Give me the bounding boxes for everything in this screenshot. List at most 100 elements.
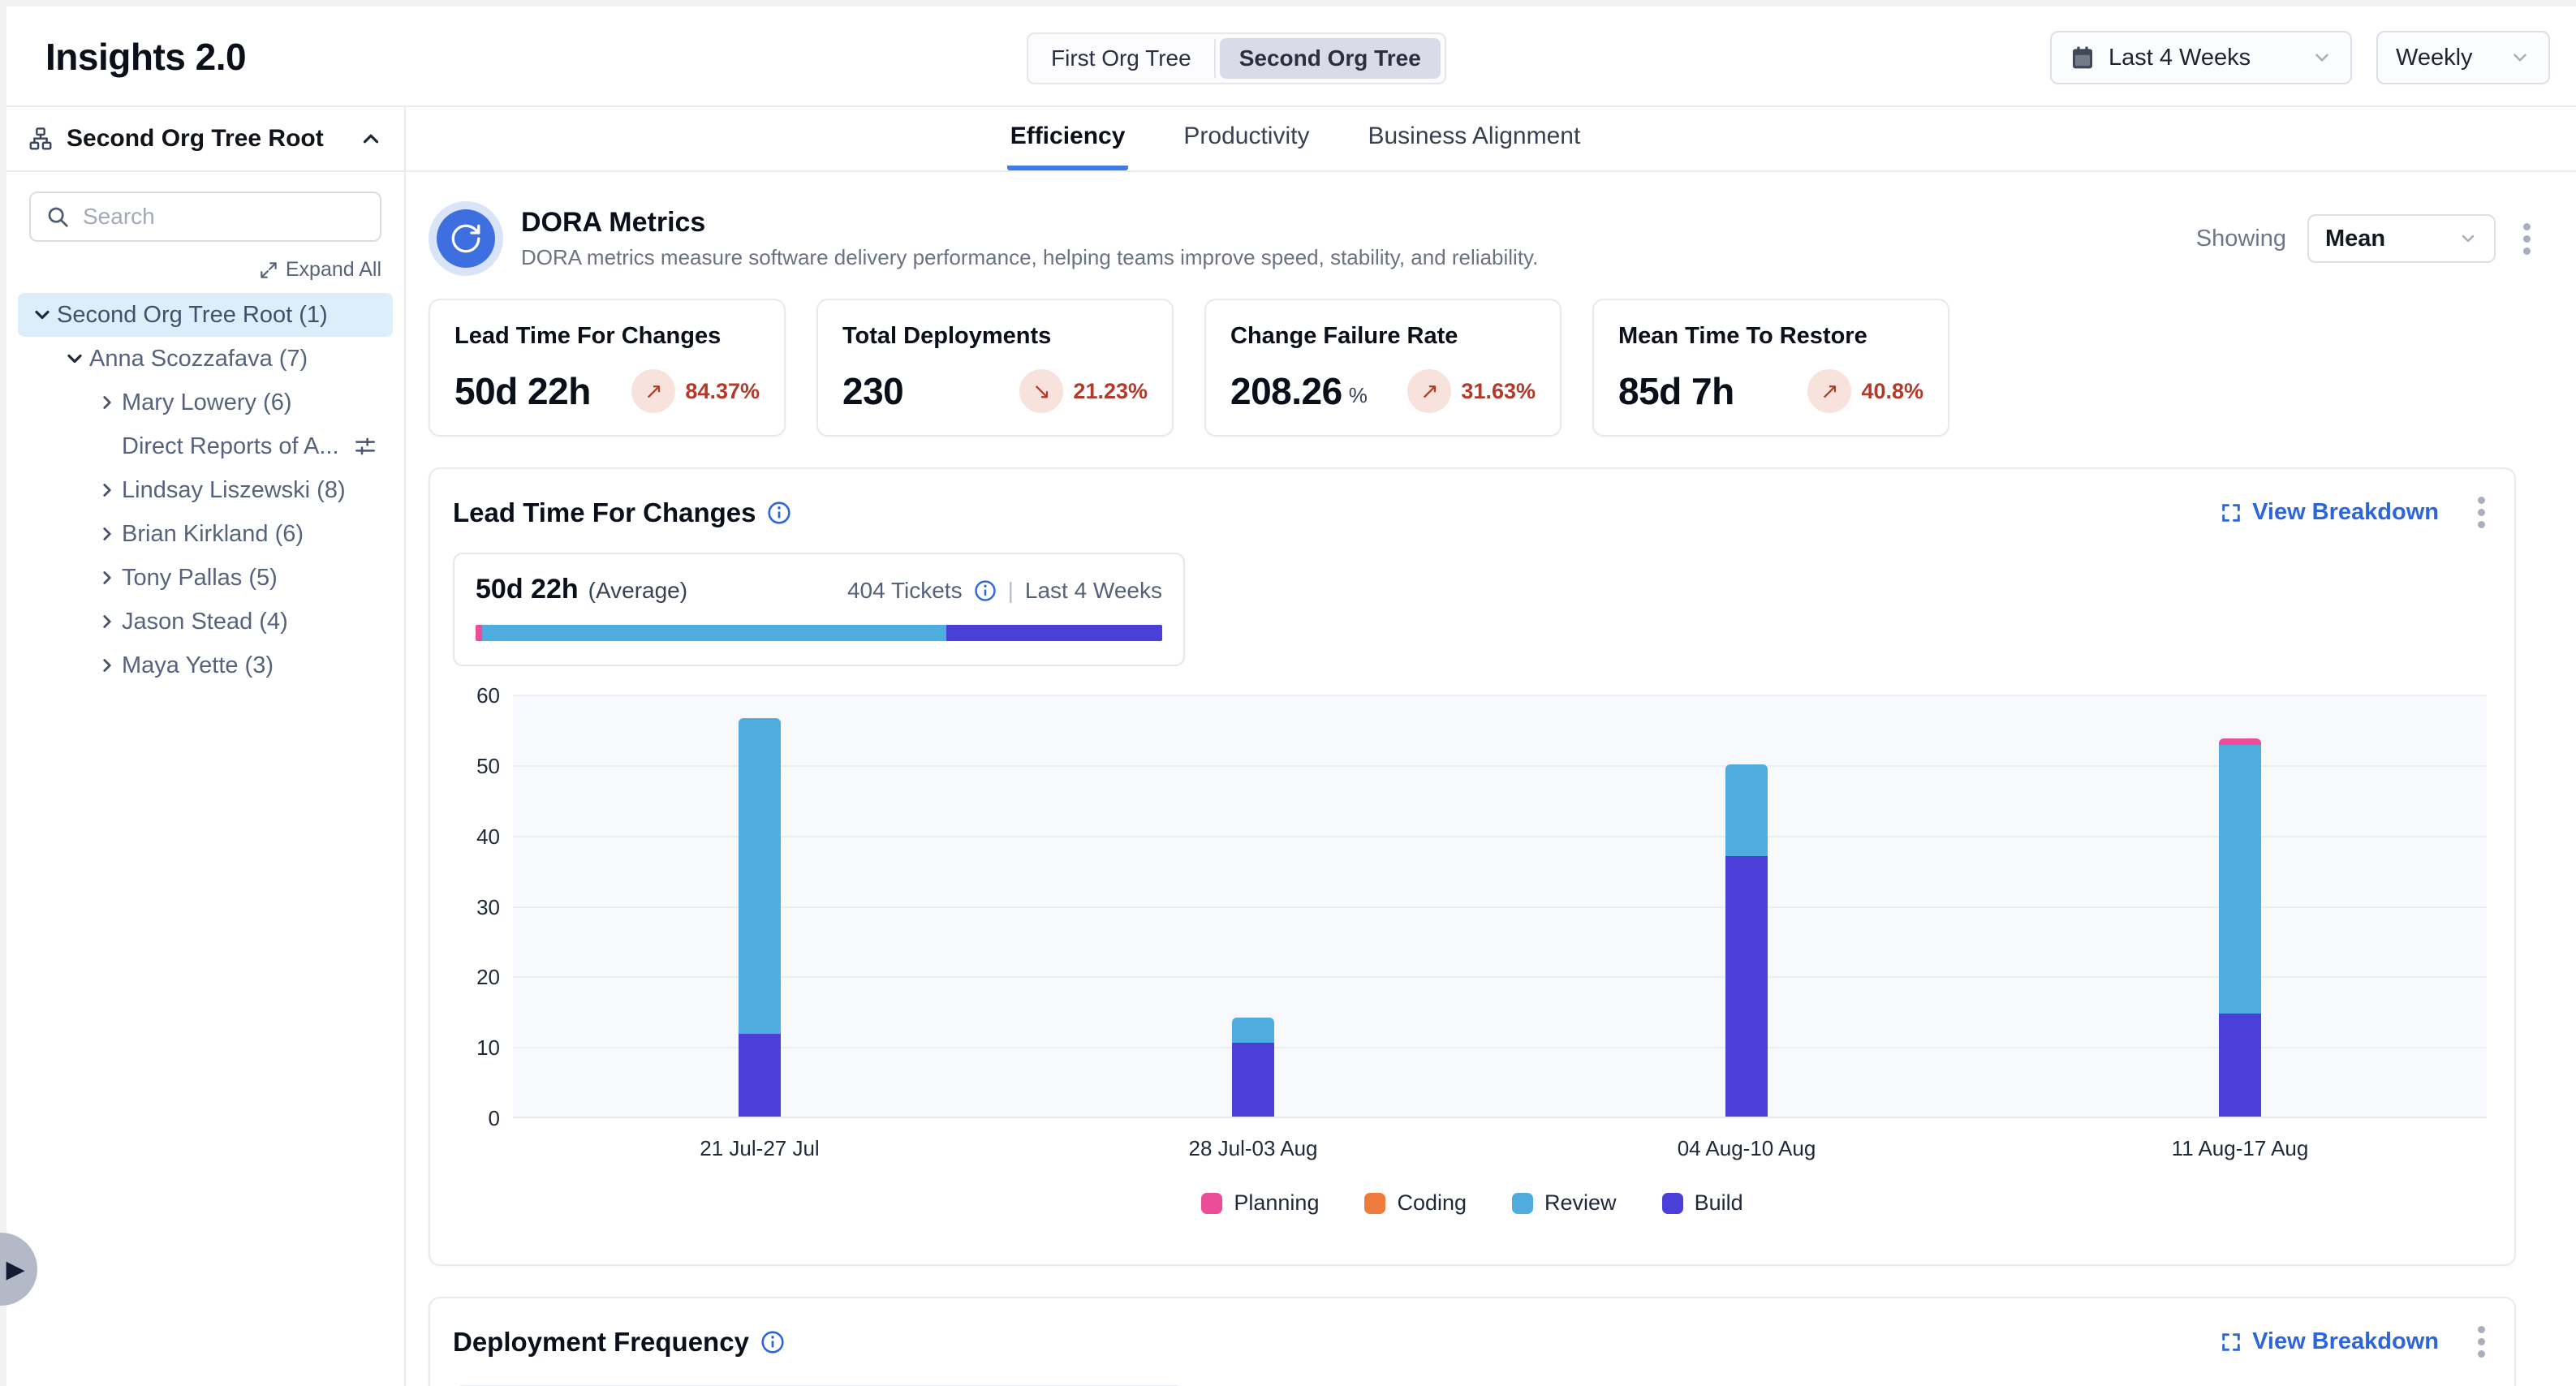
expand-all-label: Expand All	[285, 258, 381, 281]
bar-segment-review	[1725, 764, 1768, 856]
metric-card-total-deployments: Total Deployments 230 ↘ 21.23%	[816, 299, 1174, 437]
dora-title: DORA Metrics	[521, 207, 706, 238]
metric-card-mean-time-to-restore: Mean Time To Restore 85d 7h ↗ 40.8%	[1592, 299, 1949, 437]
y-tick-40: 40	[476, 824, 500, 849]
main-content: Efficiency Productivity Business Alignment…	[406, 107, 2576, 1386]
legend-label: Review	[1544, 1190, 1617, 1215]
legend-item-build[interactable]: Build	[1661, 1190, 1743, 1216]
chevron-right-icon[interactable]	[93, 392, 122, 413]
gridline-50	[513, 764, 2487, 767]
metric-value-row: 208.26% ↗ 31.63%	[1230, 369, 1536, 413]
date-range-select[interactable]: Last 4 Weeks	[2050, 31, 2352, 84]
info-icon[interactable]	[974, 579, 997, 602]
legend-item-coding[interactable]: Coding	[1364, 1190, 1467, 1216]
kebab-menu-icon[interactable]	[2517, 217, 2537, 261]
gridline-60	[513, 695, 2487, 696]
summary-tickets: 404 Tickets	[846, 578, 963, 603]
x-label-04-aug-10-aug: 04 Aug-10 Aug	[1677, 1136, 1816, 1160]
tree-item-direct-reports-of-a[interactable]: Direct Reports of A...	[18, 424, 393, 468]
metric-card-change-failure-rate: Change Failure Rate 208.26% ↗ 31.63%	[1204, 299, 1562, 437]
expand-all-icon	[258, 260, 279, 281]
dora-cycle-icon	[437, 209, 495, 268]
metric-trend-value: 40.8%	[1861, 378, 1923, 403]
stacked-bar-21-jul-27-jul[interactable]	[739, 718, 781, 1117]
tree-item-mary-lowery-6[interactable]: Mary Lowery (6)	[18, 381, 393, 424]
tree-item-label: Second Org Tree Root (1)	[57, 301, 328, 328]
chevron-right-icon[interactable]	[93, 611, 122, 632]
view-breakdown-button[interactable]: View Breakdown	[2220, 499, 2439, 526]
bar-segment-build	[739, 1034, 781, 1117]
gridline-30	[513, 906, 2487, 908]
granularity-select[interactable]: Weekly	[2376, 31, 2550, 84]
tab-efficiency[interactable]: Efficiency	[1006, 107, 1129, 170]
stacked-bar-28-jul-03-aug[interactable]	[1232, 1018, 1274, 1117]
tree-item-tony-pallas-5[interactable]: Tony Pallas (5)	[18, 556, 393, 600]
fullscreen-icon	[2220, 1331, 2242, 1354]
chevron-right-icon[interactable]	[93, 480, 122, 501]
sidebar-header: Second Org Tree Root	[6, 107, 404, 172]
metric-trend-badge: ↘ 21.23%	[1019, 369, 1148, 413]
expand-all-button[interactable]: Expand All	[29, 258, 381, 282]
app-window: Insights 2.0 First Org Tree Second Org Tr…	[6, 6, 2576, 1386]
y-tick-10: 10	[476, 1035, 500, 1061]
tree-item-label: Jason Stead (4)	[122, 608, 288, 635]
stacked-bar-04-aug-10-aug[interactable]	[1725, 764, 1768, 1117]
legend-swatch-review	[1512, 1192, 1534, 1214]
legend-label: Planning	[1234, 1190, 1320, 1215]
trend-down-icon: ↘	[1019, 369, 1064, 413]
info-icon[interactable]	[760, 1330, 785, 1354]
tree-item-label: Mary Lowery (6)	[122, 389, 292, 415]
metric-card-title: Total Deployments	[842, 323, 1052, 349]
triangle-right-icon: ▶	[6, 1255, 25, 1283]
search-input[interactable]	[81, 203, 377, 230]
phase-distribution-bar	[476, 625, 1162, 641]
chart-plot-area: 21 Jul-27 Jul 28 Jul-03 Aug 04 Aug-10 Aug 1…	[513, 695, 2487, 1160]
legend-item-planning[interactable]: Planning	[1201, 1190, 1319, 1216]
tree-item-lindsay-liszewski-8[interactable]: Lindsay Liszewski (8)	[18, 468, 393, 512]
search-box	[29, 192, 381, 242]
trend-up-icon: ↗	[1807, 369, 1852, 413]
tree-item-brian-kirkland-6[interactable]: Brian Kirkland (6)	[18, 512, 393, 556]
trend-up-icon: ↗	[631, 369, 676, 413]
tree-item-label: Direct Reports of A...	[122, 433, 339, 459]
y-tick-50: 50	[476, 753, 500, 778]
legend-swatch-planning	[1201, 1192, 1223, 1214]
tab-productivity[interactable]: Productivity	[1183, 123, 1310, 149]
chevron-right-icon[interactable]	[93, 567, 122, 588]
tab-business-alignment[interactable]: Business Alignment	[1368, 123, 1581, 149]
bar-segment-build	[1725, 855, 1768, 1117]
tree-item-maya-yette-3[interactable]: Maya Yette (3)	[18, 644, 393, 687]
dora-header: DORA Metrics DORA metrics measure softwa…	[429, 201, 2537, 276]
filter-sliders-icon[interactable]	[352, 433, 378, 459]
info-icon[interactable]	[767, 501, 791, 525]
stacked-bar-11-aug-17-aug[interactable]	[2219, 738, 2261, 1117]
tree-item-label: Lindsay Liszewski (8)	[122, 476, 346, 503]
tree-item-anna-scozzafava-7[interactable]: Anna Scozzafava (7)	[18, 337, 393, 381]
showing-select[interactable]: Mean	[2307, 214, 2496, 263]
kebab-menu-icon[interactable]	[2471, 1319, 2492, 1364]
org-tree-tab-first-org-tree[interactable]: First Org Tree	[1028, 34, 1214, 83]
tree-item-jason-stead-4[interactable]: Jason Stead (4)	[18, 600, 393, 644]
chevron-right-icon[interactable]	[93, 655, 122, 676]
metric-card-title: Change Failure Rate	[1230, 323, 1458, 349]
y-tick-60: 60	[476, 683, 500, 708]
lead-time-chart: 21 Jul-27 Jul 28 Jul-03 Aug 04 Aug-10 Aug 1…	[453, 683, 2492, 1182]
tree-item-label: Maya Yette (3)	[122, 652, 274, 678]
metric-unit: %	[1348, 382, 1368, 407]
org-tree-tab-second-org-tree[interactable]: Second Org Tree	[1219, 38, 1441, 79]
trend-up-icon: ↗	[1407, 369, 1452, 413]
chevron-right-icon[interactable]	[93, 523, 122, 544]
kebab-menu-icon[interactable]	[2471, 490, 2492, 535]
chevron-up-icon[interactable]	[359, 127, 383, 151]
lead-time-summary: 50d 22h (Average) 404 Tickets | Last 4 W…	[453, 553, 1185, 666]
tree-item-second-org-tree-root-1[interactable]: Second Org Tree Root (1)	[18, 293, 393, 337]
chevron-down-icon[interactable]	[60, 347, 89, 370]
chevron-down-icon[interactable]	[28, 303, 57, 326]
x-label-28-jul-03-aug: 28 Jul-03 Aug	[1188, 1136, 1318, 1160]
metric-value-row: 85d 7h ↗ 40.8%	[1618, 369, 1923, 413]
legend-item-review[interactable]: Review	[1512, 1190, 1617, 1216]
legend-swatch-build	[1661, 1192, 1683, 1214]
view-breakdown-button[interactable]: View Breakdown	[2220, 1328, 2439, 1355]
summary-period: Last 4 Weeks	[1024, 578, 1162, 603]
chart-legend: Planning Coding Review Build	[453, 1190, 2492, 1216]
